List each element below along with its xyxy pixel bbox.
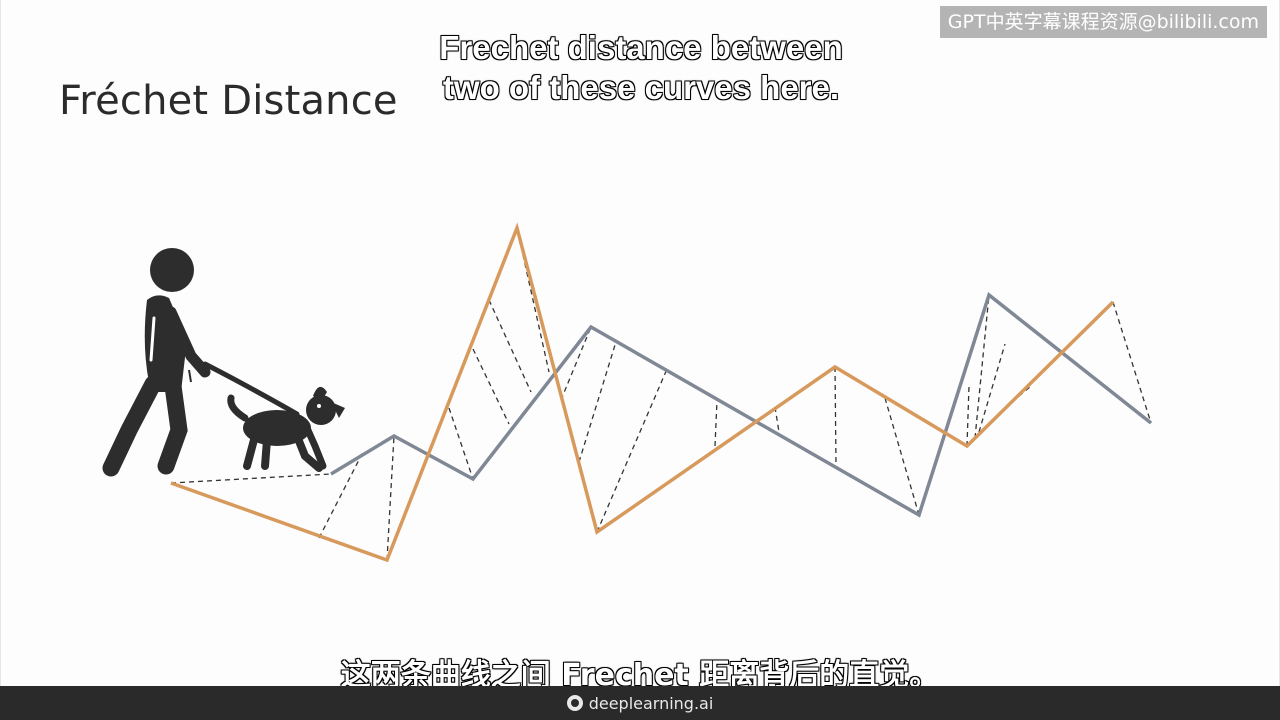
dog-icon [227, 386, 345, 472]
gray-curve [330, 292, 1153, 518]
subtitle-english: Frechet distance between two of these cu… [341, 28, 941, 108]
slide: Fréchet Distance [0, 0, 1280, 686]
subtitle-english-line2: two of these curves here. [442, 68, 840, 106]
footer-bar: deeplearning.ai [0, 686, 1280, 720]
leash-connectors [170, 227, 1152, 561]
slide-title: Fréchet Distance [59, 78, 398, 124]
brand-name: deeplearning.ai [588, 693, 714, 713]
leash-icon [202, 361, 300, 417]
subtitle-english-line1: Frechet distance between [439, 28, 844, 66]
footer-brand: deeplearning.ai [566, 693, 714, 713]
frechet-diagram [102, 222, 1153, 563]
person-walking-icon [102, 248, 211, 477]
brand-logo-icon [566, 695, 583, 711]
watermark: GPT中英字幕课程资源@bilibili.com [939, 6, 1267, 38]
orange-curve [170, 222, 1115, 563]
